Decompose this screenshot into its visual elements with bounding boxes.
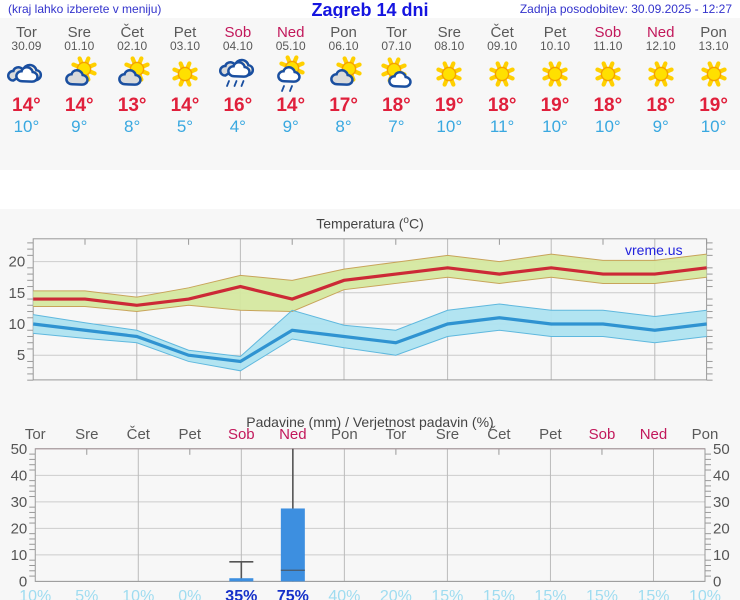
svg-text:5: 5: [17, 347, 25, 364]
svg-text:10: 10: [713, 547, 730, 564]
svg-text:20: 20: [713, 520, 730, 537]
svg-text:30: 30: [11, 494, 28, 511]
svg-text:10: 10: [9, 316, 26, 333]
svg-text:50: 50: [11, 441, 28, 458]
svg-text:40: 40: [11, 467, 28, 484]
svg-text:vreme.us: vreme.us: [625, 242, 683, 258]
svg-text:30: 30: [713, 494, 730, 511]
svg-text:15: 15: [9, 285, 26, 302]
svg-text:20: 20: [9, 254, 26, 271]
svg-text:20: 20: [11, 520, 28, 537]
svg-text:10: 10: [11, 547, 28, 564]
svg-text:50: 50: [713, 441, 730, 458]
svg-text:40: 40: [713, 467, 730, 484]
